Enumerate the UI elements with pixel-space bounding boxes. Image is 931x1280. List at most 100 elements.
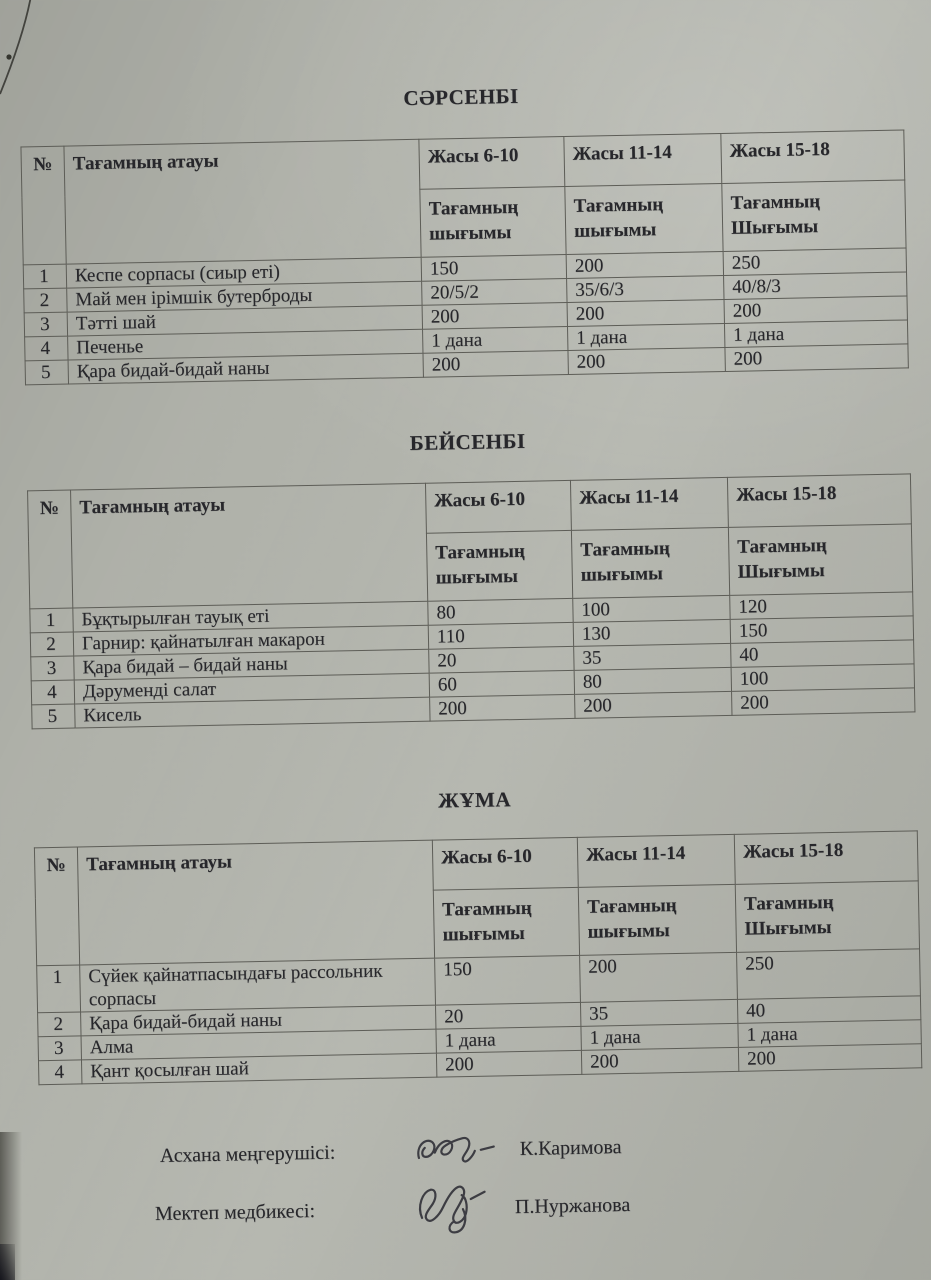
- col-header-age-11-14: Жасы 11-14: [563, 133, 722, 187]
- portion-cell: 40/8/3: [723, 271, 907, 300]
- portion-cell: 80: [574, 667, 732, 695]
- portion-cell: 120: [729, 591, 914, 620]
- portion-cell: 200: [579, 952, 738, 1003]
- portion-cell: 1 дана: [724, 319, 908, 348]
- portion-cell: 200: [567, 347, 726, 375]
- day-title-wednesday: СӘРСЕНБІ: [403, 83, 519, 111]
- col-header-age-15-18: Жасы 15-18: [720, 129, 905, 184]
- col-header-num: №: [34, 846, 80, 966]
- dish-number-cell: 3: [38, 1035, 82, 1061]
- day-title-friday: ЖҰМА: [437, 787, 512, 813]
- col-header-dish-name: Тағамның атауы: [77, 840, 435, 965]
- portion-cell: 100: [572, 595, 731, 623]
- portion-cell: 150: [730, 615, 914, 644]
- portion-cell: 200: [429, 694, 576, 722]
- dish-number-cell: 3: [30, 656, 75, 681]
- portion-cell: 35/6/3: [566, 275, 725, 303]
- dish-number-cell: 2: [30, 632, 74, 657]
- col-header-age-15-18: Жасы 15-18: [727, 473, 912, 528]
- portion-cell: 60: [429, 670, 575, 698]
- signature-mark: [406, 1180, 507, 1236]
- portion-cell: 20: [435, 1002, 581, 1030]
- day-title-thursday: БЕЙСЕНБІ: [409, 428, 526, 456]
- col-header-age-11-14: Жасы 11-14: [570, 477, 729, 531]
- portion-cell: 130: [573, 619, 731, 647]
- portion-cell: 35: [580, 999, 738, 1027]
- portion-cell: 250: [736, 948, 921, 1000]
- portion-cell: 250: [723, 247, 907, 276]
- portion-cell: 150: [421, 254, 567, 282]
- col-subheader-output: Тағамның шығымы: [419, 186, 567, 258]
- col-header-age-6-10: Жасы 6-10: [418, 136, 565, 190]
- signature-mark: [411, 1129, 512, 1171]
- portion-cell: 200: [724, 295, 908, 324]
- col-header-age-6-10: Жасы 6-10: [425, 480, 572, 534]
- portion-cell: 1 дана: [737, 1019, 922, 1048]
- col-subheader-output: Тағамның шығымы: [564, 183, 724, 255]
- portion-cell: 1 дана: [580, 1023, 739, 1051]
- col-header-num: №: [20, 146, 67, 265]
- col-header-age-11-14: Жасы 11-14: [577, 834, 736, 888]
- portion-cell: 80: [427, 598, 574, 626]
- col-header-age-15-18: Жасы 15-18: [734, 830, 919, 885]
- dish-number-cell: 2: [37, 1011, 82, 1037]
- portion-cell: 200: [422, 302, 568, 330]
- dish-number-cell: 5: [31, 704, 76, 729]
- col-subheader-output: Тағамның шығымы: [426, 530, 573, 602]
- portion-cell: 200: [581, 1047, 739, 1075]
- portion-cell: 200: [574, 691, 732, 719]
- portion-cell: 200: [567, 299, 725, 327]
- portion-cell: 200: [731, 687, 915, 716]
- portion-cell: 150: [434, 955, 581, 1006]
- dish-number-cell: 4: [31, 680, 75, 705]
- portion-cell: 1 дана: [435, 1026, 582, 1054]
- dish-number-cell: 3: [24, 312, 68, 337]
- col-subheader-output: Тағамның Шығымы: [721, 179, 907, 252]
- menu-table-wednesday: № Тағамның атауы Жасы 6-10 Жасы 11-14 Жа…: [20, 129, 909, 385]
- signature-name: К.Каримова: [519, 1135, 622, 1160]
- page-edge-shadow: [0, 1132, 22, 1280]
- portion-cell: 1 дана: [567, 323, 725, 351]
- col-header-dish-name: Тағамның атауы: [70, 483, 428, 609]
- signature-block: Асхана меңгерушісі: К.Каримова Мектеп ме…: [155, 1124, 931, 1234]
- dish-number-cell: 4: [38, 1059, 82, 1085]
- col-header-num: №: [27, 490, 73, 609]
- dish-number-cell: 1: [29, 608, 74, 633]
- col-subheader-output: Тағамның шығымы: [578, 884, 737, 956]
- signature-row-canteen-manager: Асхана меңгерушісі: К.Каримова: [160, 1124, 931, 1173]
- portion-cell: 1 дана: [422, 326, 568, 354]
- signature-row-school-nurse: Мектеп медбикесі: П.Нуржанова: [154, 1182, 931, 1234]
- portion-cell: 40: [730, 639, 915, 668]
- portion-cell: 100: [731, 663, 915, 692]
- col-header-age-6-10: Жасы 6-10: [432, 837, 579, 891]
- dish-name-cell: Сүйек қайнатпасындағы рассольник сорпасы: [79, 958, 436, 1012]
- portion-cell: 200: [724, 343, 909, 372]
- dish-number-cell: 2: [23, 288, 68, 313]
- portion-cell: 20: [428, 646, 575, 674]
- scan-hairline-artifact: [0, 0, 32, 95]
- portion-cell: 40: [737, 995, 921, 1024]
- dish-number-cell: 5: [25, 360, 69, 385]
- dish-number-cell: 4: [24, 336, 69, 361]
- col-subheader-output: Тағамның Шығымы: [728, 523, 913, 596]
- portion-cell: 35: [573, 643, 732, 671]
- menu-table-thursday: № Тағамның атауы Жасы 6-10 Жасы 11-14 Жа…: [27, 473, 915, 729]
- col-subheader-output: Тағамның шығымы: [571, 527, 730, 599]
- portion-cell: 200: [566, 251, 724, 279]
- signature-name: П.Нуржанова: [514, 1193, 631, 1218]
- col-header-dish-name: Тағамның атауы: [63, 139, 422, 265]
- menu-table-friday: № Тағамның атауы Жасы 6-10 Жасы 11-14 Жа…: [34, 830, 922, 1085]
- portion-cell: 20/5/2: [421, 278, 568, 306]
- col-subheader-output: Тағамның шығымы: [433, 887, 580, 959]
- signature-label: Асхана меңгерушісі:: [159, 1141, 336, 1167]
- portion-cell: 200: [422, 350, 569, 378]
- dish-number-cell: 1: [23, 264, 67, 289]
- col-subheader-output: Тағамның Шығымы: [735, 880, 920, 953]
- page-corner-shadow: [0, 1244, 15, 1280]
- signature-label: Мектеп медбикесі:: [154, 1199, 316, 1225]
- portion-cell: 110: [428, 622, 574, 650]
- dish-number-cell: 1: [36, 964, 81, 1013]
- portion-cell: 200: [738, 1043, 922, 1072]
